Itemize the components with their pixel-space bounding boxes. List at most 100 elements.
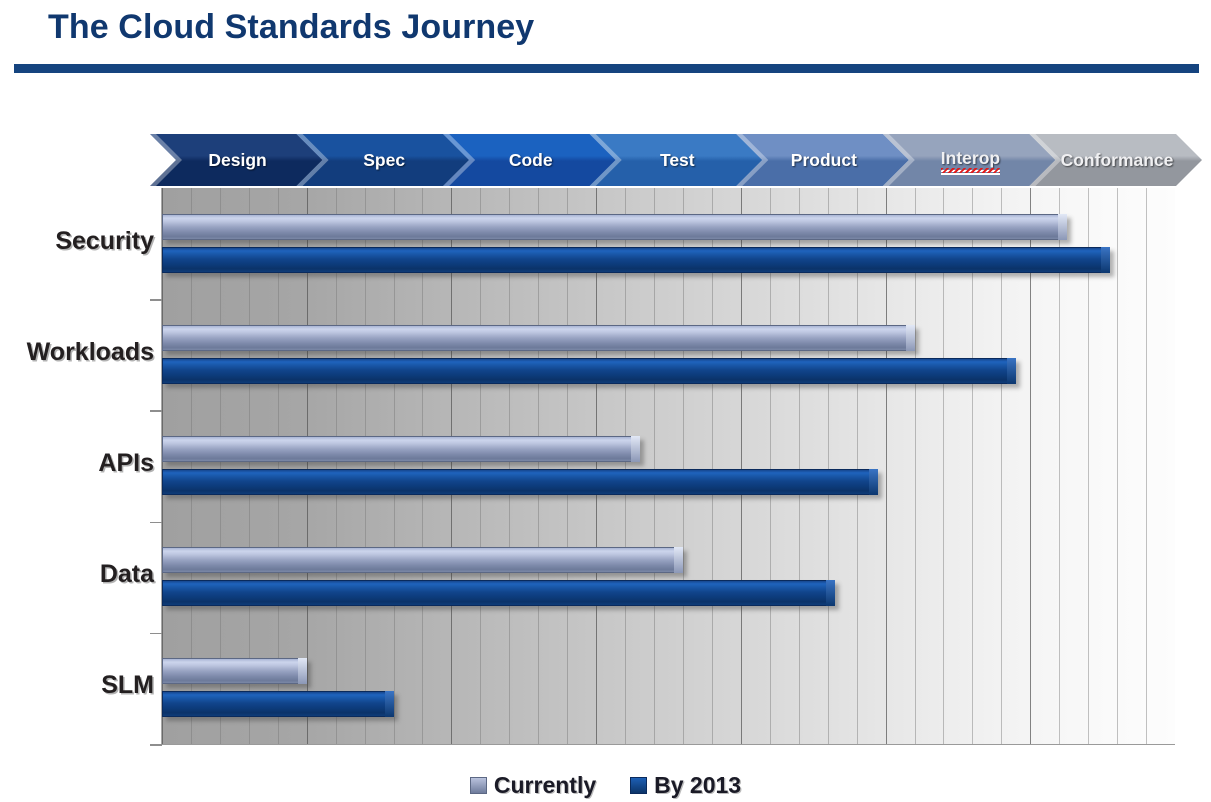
category-label-slm: SLM [101,671,154,700]
bar-cap [630,436,640,462]
bar-workloads-current [162,324,921,356]
gridline-major [596,188,598,744]
process-stage-bevel [736,134,769,186]
process-stage-bevel [589,134,622,186]
y-axis-line [161,188,163,745]
gridline-minor [711,188,713,744]
gridline-major [740,188,742,744]
gridline-minor [248,188,250,744]
bar-body [162,357,1016,384]
bar-body [162,691,394,718]
legend-label-current: Currently [493,771,597,798]
process-stage-product[interactable] [736,134,909,186]
bar-security-current [162,213,1073,245]
gridline-minor [798,188,800,744]
gridline-minor [393,188,395,744]
axis-tick [150,632,162,635]
legend-item-future[interactable]: By 2013 [630,772,741,799]
gridline-minor [422,188,424,744]
gridline-minor [1059,188,1061,744]
gridline-major [885,188,887,744]
axis-tick [150,410,162,412]
category-label-apis: APIs [98,449,154,477]
gridline-major [1030,188,1032,744]
gridline-minor [654,188,656,744]
bar-slm-current [162,658,313,689]
bar-body [162,213,1067,240]
bar-apis-future [162,469,884,500]
gridline-minor [219,188,221,744]
process-stage-bevel [296,134,329,186]
bar-slm-future [162,691,400,722]
bar-body [162,580,835,607]
gridline-minor [190,188,192,744]
process-stage-design[interactable] [150,134,323,186]
gridline-major [306,188,308,744]
gridline-minor [1088,188,1090,744]
process-stage-interop[interactable] [882,134,1056,186]
bar-cap [1057,213,1067,240]
gridline-minor [827,188,829,744]
gridline-minor [1117,188,1119,744]
bar-body [162,436,640,462]
process-stage-spec[interactable] [296,134,470,186]
bar-body [162,246,1110,273]
bar-body [162,324,915,351]
gridline-minor [1146,188,1148,744]
axis-tick [150,744,162,746]
legend-swatch-current [469,776,487,794]
legend-swatch-future [630,776,648,794]
gridline-minor [277,188,279,744]
bar-cap [905,324,915,351]
bar-cap [825,580,835,607]
gridline-minor [538,188,540,744]
gridline-minor [480,188,482,744]
bar-cap [674,547,683,574]
gridline-minor [943,188,945,744]
bar-data-future [162,580,841,611]
gridline-minor [625,188,627,744]
legend-label-future: By 2013 [654,771,742,798]
gridline-minor [972,188,974,744]
gridline-major [451,188,453,744]
bar-cap [1100,246,1110,273]
bar-body [162,469,879,495]
gridline-minor [567,188,569,744]
category-label-security: Security [55,226,154,255]
bar-body [162,658,307,685]
gridline-minor [769,188,771,744]
title-block: The Cloud Standards Journey [0,0,1211,78]
gridline-major [162,188,163,744]
page-title: The Cloud Standards Journey [48,8,535,46]
gridline-minor [364,188,366,744]
legend-item-current[interactable]: Currently [469,771,597,799]
process-stage-bevel [882,134,915,186]
bar-cap [869,469,879,495]
gridline-minor [856,188,858,744]
process-stage-bevel [443,134,476,186]
title-divider [14,64,1199,73]
process-stage-code[interactable] [443,134,616,186]
process-stage-bevel [1029,134,1062,186]
process-stage-bevel [150,134,182,186]
axis-tick [150,521,162,524]
gridline-minor [682,188,684,744]
process-stage-test[interactable] [589,134,763,186]
bar-cap [384,691,394,718]
axis-tick [150,299,162,301]
category-label-data: Data [99,560,154,589]
bar-body [162,547,683,574]
plot-area [162,188,1175,745]
bar-security-future [162,246,1116,278]
process-stage-conformance[interactable] [1029,134,1202,186]
bar-data-current [162,547,689,578]
category-label-workloads: Workloads [26,337,154,366]
gridline-minor [1001,188,1003,744]
bar-cap [1006,357,1016,384]
chart-legend: Currently By 2013 [0,770,1211,800]
gridline-minor [509,188,511,744]
bar-cap [297,658,307,685]
bar-apis-current [162,436,646,467]
bar-workloads-future [162,357,1022,389]
